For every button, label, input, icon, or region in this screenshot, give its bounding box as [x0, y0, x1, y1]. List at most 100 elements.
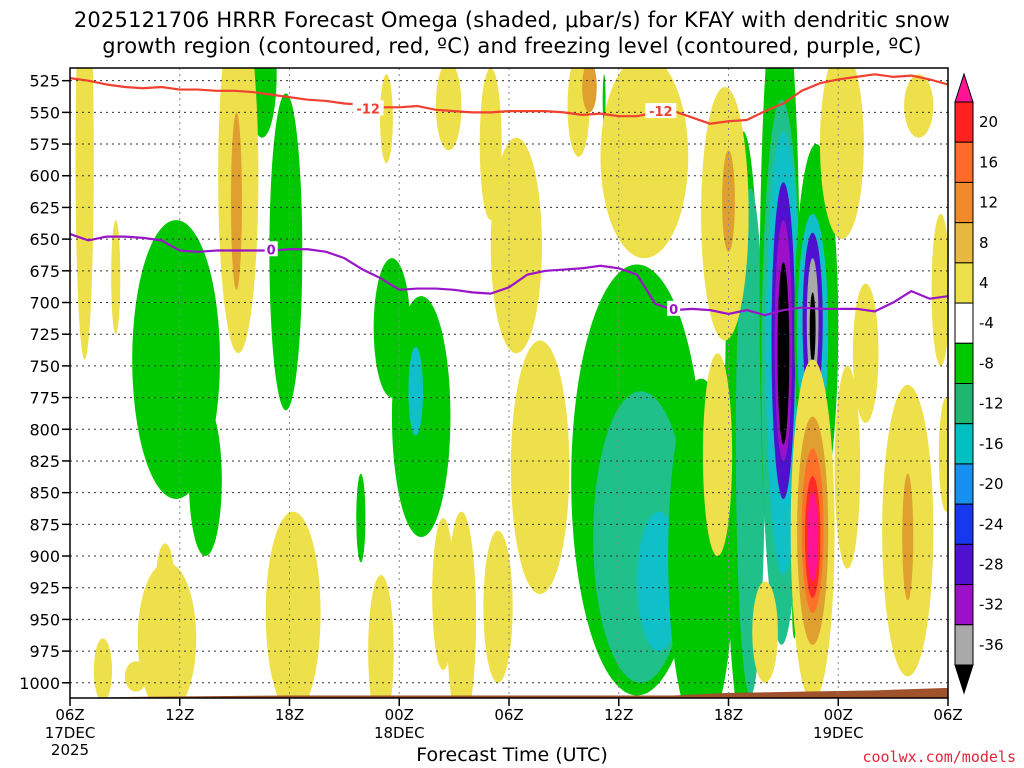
y-tick-label: 875	[29, 515, 60, 534]
omega-cell	[735, 188, 766, 696]
omega-cell	[510, 340, 570, 595]
y-tick-label: 900	[29, 547, 60, 566]
omega-cell	[819, 68, 864, 240]
omega-cell	[93, 638, 113, 698]
colorbar-label: -28	[979, 555, 1004, 573]
x-tick-label: 06Z	[55, 706, 84, 724]
omega-cell	[490, 137, 542, 354]
contour-label: -12	[356, 103, 380, 118]
omega-cell	[368, 575, 394, 698]
y-tick-label: 950	[29, 610, 60, 629]
colorbar-label: 20	[979, 113, 998, 131]
colorbar-bottom-arrow	[954, 664, 974, 695]
contour-line	[70, 233, 948, 317]
y-tick-label: 550	[29, 103, 60, 122]
y-tick-label: 825	[29, 452, 60, 471]
colorbar-box	[954, 423, 974, 465]
omega-cell	[902, 473, 914, 601]
colorbar-label: 4	[979, 274, 989, 292]
colorbar-box	[954, 222, 974, 264]
omega-cell	[483, 530, 513, 683]
omega-cell	[582, 68, 597, 113]
colorbar-label: -32	[979, 596, 1004, 614]
x-tick-label: 18Z	[275, 706, 304, 724]
omega-cell	[834, 365, 861, 569]
colorbar-box	[954, 181, 974, 224]
x-tick-sublabel: 18DEC	[374, 724, 425, 742]
omega-cell	[356, 473, 366, 563]
y-tick-label: 850	[29, 484, 60, 503]
x-tick-sublabel: 2025	[51, 741, 89, 759]
y-tick-label: 725	[29, 325, 60, 344]
x-tick-label: 12Z	[165, 706, 194, 724]
omega-cell	[904, 74, 934, 138]
colorbar-label: 12	[979, 194, 998, 212]
omega-cell	[230, 112, 242, 290]
omega-cell	[75, 68, 94, 360]
y-tick-label: 575	[29, 135, 60, 154]
x-tick-label: 00Z	[824, 706, 853, 724]
colorbar-box	[954, 463, 974, 505]
colorbar-label: -8	[979, 354, 994, 372]
omega-cell	[269, 93, 303, 411]
x-axis-label: Forecast Time (UTC)	[416, 744, 608, 766]
x-tick-label: 06Z	[494, 706, 523, 724]
omega-cell	[852, 283, 879, 423]
omega-cell	[777, 261, 790, 445]
y-tick-label: 750	[29, 357, 60, 376]
omega-cell	[155, 543, 175, 620]
y-tick-label: 775	[29, 389, 60, 408]
colorbar: 20 16 12 8 4 -4 -8 -12 -16 -20 -24 -28 -32 -36	[954, 72, 1004, 695]
credit-text[interactable]: coolwx.com/models	[862, 748, 1016, 766]
y-tick-label: 675	[29, 262, 60, 281]
y-tick-label: 650	[29, 230, 60, 249]
colorbar-label: -24	[979, 515, 1004, 533]
contour-lines: -12 -12 0 0	[70, 73, 948, 318]
colorbar-box	[954, 584, 974, 626]
colorbar-label: -16	[979, 435, 1004, 453]
chart-title-line-1: 2025121706 HRRR Forecast Omega (shaded, …	[73, 8, 951, 32]
x-tick-label: 18Z	[714, 706, 743, 724]
colorbar-box	[954, 302, 974, 344]
colorbar-box	[954, 101, 974, 143]
colorbar-label: 8	[979, 234, 989, 252]
colorbar-box	[954, 503, 974, 545]
colorbar-box	[954, 342, 974, 384]
omega-cell	[752, 581, 778, 683]
omega-cell	[931, 213, 948, 366]
colorbar-label: -4	[979, 314, 994, 332]
omega-cell	[188, 403, 222, 557]
contour-label-bg	[264, 241, 278, 257]
colorbar-label: -20	[979, 475, 1004, 493]
terrain	[70, 687, 948, 698]
colorbar-label: -36	[979, 636, 1004, 654]
omega-cell	[137, 562, 197, 698]
x-tick-label: 00Z	[385, 706, 414, 724]
grid-lines	[69, 68, 949, 698]
chart-title-line-2: growth region (contoured, red, ºC) and f…	[102, 34, 922, 58]
colorbar-box	[954, 624, 974, 666]
colorbar-box	[954, 383, 974, 425]
omega-cell	[807, 492, 819, 582]
y-tick-label: 625	[29, 198, 60, 217]
omega-cell	[265, 511, 321, 698]
x-tick-sublabel: 17DEC	[45, 724, 96, 742]
omega-cell	[600, 68, 689, 259]
contour-label-bg	[352, 100, 384, 116]
omega-cell	[809, 292, 816, 364]
omega-cell	[380, 74, 393, 164]
x-tick-label: 12Z	[604, 706, 633, 724]
contour-label-bg	[645, 103, 677, 119]
colorbar-box	[954, 543, 974, 586]
colorbar-label: -12	[979, 395, 1004, 413]
x-tick-sublabel: 19DEC	[813, 724, 864, 742]
omega-cell	[615, 68, 645, 183]
y-tick-label: 700	[29, 294, 60, 313]
x-tick-label: 06Z	[933, 706, 962, 724]
y-tick-label: 975	[29, 642, 60, 661]
y-axis: 525 550 575 600 625 650 675 700 725 750 775 800 825 8…	[19, 72, 70, 693]
omega-cell	[408, 346, 424, 436]
colorbar-label: 16	[979, 153, 998, 171]
omega-cell	[702, 353, 733, 557]
